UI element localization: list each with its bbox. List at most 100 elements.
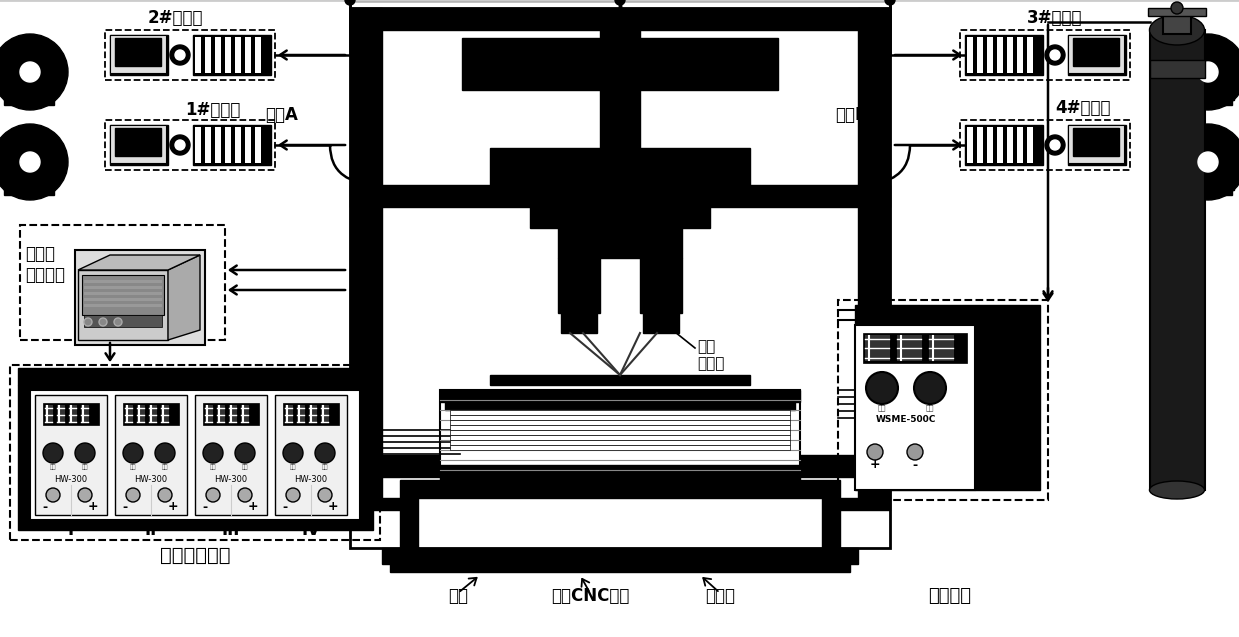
Text: 电压: 电压 <box>162 464 169 470</box>
Bar <box>57 405 64 423</box>
Bar <box>966 127 973 163</box>
Bar <box>204 37 211 73</box>
Bar <box>225 127 230 163</box>
Bar <box>1150 30 1206 490</box>
Bar <box>450 440 790 445</box>
Circle shape <box>235 443 255 463</box>
Bar <box>1017 37 1023 73</box>
Circle shape <box>20 62 40 82</box>
Circle shape <box>1170 34 1239 110</box>
Circle shape <box>159 488 172 502</box>
Bar <box>450 445 790 450</box>
Text: HW-300: HW-300 <box>135 475 167 485</box>
Bar <box>450 415 790 420</box>
Text: 基板: 基板 <box>449 587 468 605</box>
Bar <box>530 190 710 228</box>
Circle shape <box>20 152 40 172</box>
Bar <box>1149 8 1206 16</box>
Bar <box>35 395 107 515</box>
Bar <box>390 564 850 572</box>
Bar <box>897 335 922 361</box>
Circle shape <box>78 488 92 502</box>
Circle shape <box>315 443 335 463</box>
Bar <box>1163 12 1191 34</box>
Bar <box>838 300 1048 500</box>
Circle shape <box>84 318 92 326</box>
Bar <box>838 498 890 510</box>
Bar <box>558 258 600 313</box>
Circle shape <box>318 488 332 502</box>
Bar <box>462 38 778 90</box>
Bar <box>115 38 161 66</box>
Bar <box>225 37 230 73</box>
Bar <box>450 420 790 425</box>
Text: +: + <box>870 459 881 471</box>
Circle shape <box>114 318 121 326</box>
Bar <box>1150 60 1206 78</box>
Bar <box>149 405 157 423</box>
Bar <box>161 405 169 423</box>
Circle shape <box>1044 45 1066 65</box>
Circle shape <box>170 135 190 155</box>
Bar <box>81 405 89 423</box>
Text: 计算机
控制系统: 计算机 控制系统 <box>25 245 64 284</box>
Bar <box>195 127 201 163</box>
Bar <box>857 8 890 498</box>
Bar <box>997 127 1004 163</box>
Text: 1#送丝机: 1#送丝机 <box>185 101 240 119</box>
Bar <box>1182 185 1232 195</box>
Bar <box>10 365 380 540</box>
Bar <box>855 325 975 490</box>
Text: 三轴CNC机床: 三轴CNC机床 <box>551 587 629 605</box>
Bar <box>84 298 162 301</box>
Bar <box>110 35 166 73</box>
Bar <box>978 127 983 163</box>
Circle shape <box>76 443 95 463</box>
Polygon shape <box>19 368 370 385</box>
Circle shape <box>1044 135 1066 155</box>
Bar <box>821 498 840 548</box>
Circle shape <box>155 443 175 463</box>
Bar <box>110 125 166 163</box>
Bar <box>960 30 1130 80</box>
Text: 电压: 电压 <box>926 404 934 412</box>
Circle shape <box>170 45 190 65</box>
Text: +: + <box>88 501 98 513</box>
Bar <box>1228 135 1234 190</box>
Circle shape <box>286 488 300 502</box>
Bar <box>440 390 800 475</box>
Bar <box>1007 37 1014 73</box>
Text: III: III <box>222 521 240 539</box>
Text: IV: IV <box>301 521 321 539</box>
Bar <box>450 435 790 440</box>
Bar <box>216 127 221 163</box>
Text: II: II <box>145 521 157 539</box>
Circle shape <box>203 443 223 463</box>
Bar <box>400 498 418 548</box>
Circle shape <box>615 25 624 35</box>
Text: 3#送丝机: 3#送丝机 <box>1027 9 1083 27</box>
Circle shape <box>46 488 59 502</box>
Bar <box>1068 35 1126 75</box>
Bar <box>43 403 99 425</box>
Bar <box>123 403 178 425</box>
Bar <box>115 128 161 156</box>
Ellipse shape <box>1150 481 1204 499</box>
Bar <box>45 405 53 423</box>
Bar <box>356 455 885 477</box>
Bar <box>84 292 162 295</box>
Bar <box>965 125 1043 165</box>
Circle shape <box>99 318 107 326</box>
Circle shape <box>885 0 895 5</box>
Bar <box>641 258 681 313</box>
Bar <box>561 313 597 333</box>
Circle shape <box>1170 124 1239 200</box>
Bar <box>125 405 133 423</box>
Circle shape <box>43 443 63 463</box>
Circle shape <box>1049 50 1061 60</box>
Circle shape <box>175 50 185 60</box>
Bar <box>84 315 162 327</box>
Text: 氩弧焊机: 氩弧焊机 <box>928 587 971 605</box>
Bar <box>203 403 259 425</box>
Bar <box>193 35 271 75</box>
